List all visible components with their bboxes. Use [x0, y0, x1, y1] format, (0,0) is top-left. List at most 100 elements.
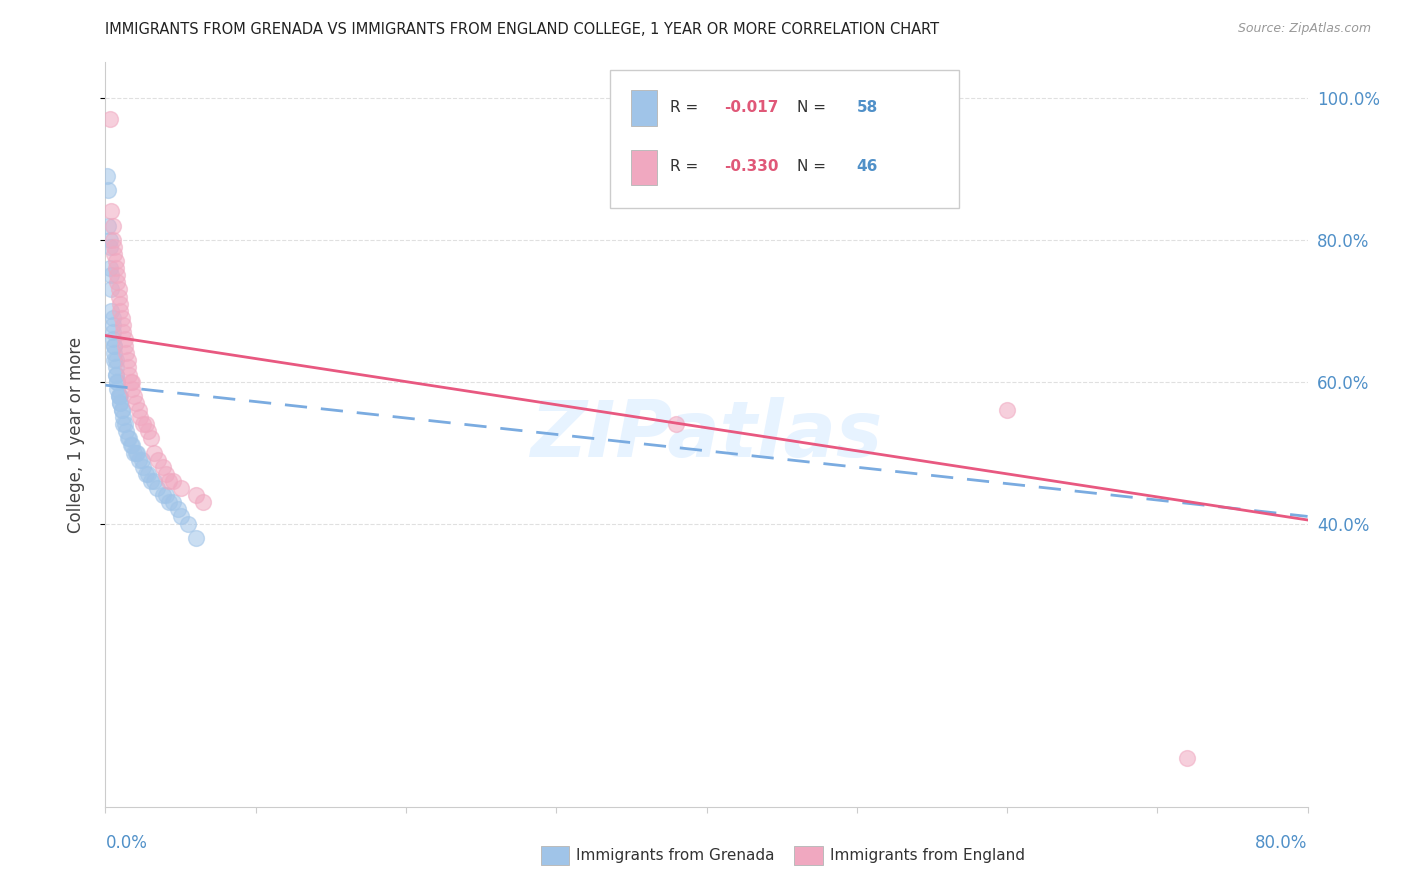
Point: [112, 318, 135, 332]
Point: [115, 346, 138, 360]
Point: [111, 403, 134, 417]
Point: [103, 339, 125, 353]
Text: Immigrants from England: Immigrants from England: [830, 848, 1025, 863]
Point: [104, 254, 127, 268]
Point: [142, 474, 165, 488]
Text: -0.330: -0.330: [724, 159, 779, 174]
Point: [98, 233, 121, 247]
Point: [104, 368, 127, 382]
Point: [110, 389, 132, 403]
Point: [98, 112, 121, 127]
Text: R =: R =: [671, 159, 703, 174]
Point: [162, 495, 184, 509]
Text: N =: N =: [797, 159, 831, 174]
Point: [128, 452, 150, 467]
Text: Source: ZipAtlas.com: Source: ZipAtlas.com: [1237, 22, 1371, 36]
Point: [103, 339, 125, 353]
FancyBboxPatch shape: [794, 846, 823, 865]
Point: [122, 445, 145, 459]
Point: [108, 282, 131, 296]
Point: [115, 425, 138, 439]
Point: [155, 467, 177, 481]
Point: [121, 375, 143, 389]
Point: [166, 502, 188, 516]
Text: N =: N =: [797, 100, 831, 115]
Point: [108, 389, 131, 403]
Text: IMMIGRANTS FROM GRENADA VS IMMIGRANTS FROM ENGLAND COLLEGE, 1 YEAR OR MORE CORRE: IMMIGRANTS FROM GRENADA VS IMMIGRANTS FR…: [105, 22, 939, 37]
Point: [120, 438, 142, 452]
Point: [112, 410, 135, 425]
Point: [107, 276, 129, 290]
Point: [128, 403, 150, 417]
Text: -0.017: -0.017: [724, 100, 779, 115]
Point: [114, 417, 136, 432]
Point: [117, 353, 139, 368]
Point: [98, 240, 121, 254]
Text: ZIPatlas: ZIPatlas: [530, 397, 883, 473]
Point: [101, 310, 124, 325]
Point: [101, 332, 124, 346]
Point: [191, 495, 214, 509]
Text: 46: 46: [856, 159, 879, 174]
Point: [120, 375, 142, 389]
Point: [110, 396, 132, 410]
Point: [101, 219, 124, 233]
Point: [169, 481, 191, 495]
Point: [104, 353, 127, 368]
Point: [145, 481, 167, 495]
Point: [97, 219, 120, 233]
Point: [112, 417, 135, 432]
Point: [184, 488, 207, 502]
Point: [108, 289, 131, 303]
Point: [108, 389, 131, 403]
Point: [114, 332, 136, 346]
FancyBboxPatch shape: [541, 846, 569, 865]
Point: [124, 445, 146, 459]
Point: [152, 488, 174, 502]
Text: 80.0%: 80.0%: [1256, 834, 1308, 852]
Text: Immigrants from Grenada: Immigrants from Grenada: [576, 848, 775, 863]
Point: [107, 375, 129, 389]
Point: [169, 509, 191, 524]
Point: [121, 438, 143, 452]
Point: [117, 360, 139, 375]
Text: 0.0%: 0.0%: [105, 834, 148, 852]
Point: [110, 303, 132, 318]
Point: [131, 452, 153, 467]
Point: [136, 467, 159, 481]
Point: [114, 339, 136, 353]
Point: [157, 495, 180, 509]
Point: [104, 261, 127, 276]
Point: [104, 360, 127, 375]
Point: [139, 474, 162, 488]
Point: [142, 445, 165, 459]
FancyBboxPatch shape: [631, 90, 657, 126]
Point: [162, 474, 184, 488]
Y-axis label: College, 1 year or more: College, 1 year or more: [66, 337, 84, 533]
Point: [103, 247, 125, 261]
Point: [107, 375, 129, 389]
Point: [132, 459, 155, 474]
Point: [129, 410, 152, 425]
Point: [112, 325, 135, 339]
Point: [177, 516, 200, 531]
Point: [107, 268, 129, 283]
Point: [111, 403, 134, 417]
Point: [98, 261, 121, 276]
Point: [96, 169, 118, 183]
Point: [100, 282, 122, 296]
Point: [995, 403, 1018, 417]
Point: [135, 467, 157, 481]
Point: [155, 488, 177, 502]
FancyBboxPatch shape: [610, 70, 959, 208]
Point: [97, 183, 120, 197]
Point: [110, 296, 132, 310]
Point: [132, 417, 155, 432]
Point: [103, 240, 125, 254]
Point: [146, 452, 169, 467]
Point: [104, 368, 127, 382]
Point: [125, 445, 148, 459]
Point: [103, 346, 125, 360]
Point: [101, 318, 124, 332]
Point: [118, 368, 141, 382]
